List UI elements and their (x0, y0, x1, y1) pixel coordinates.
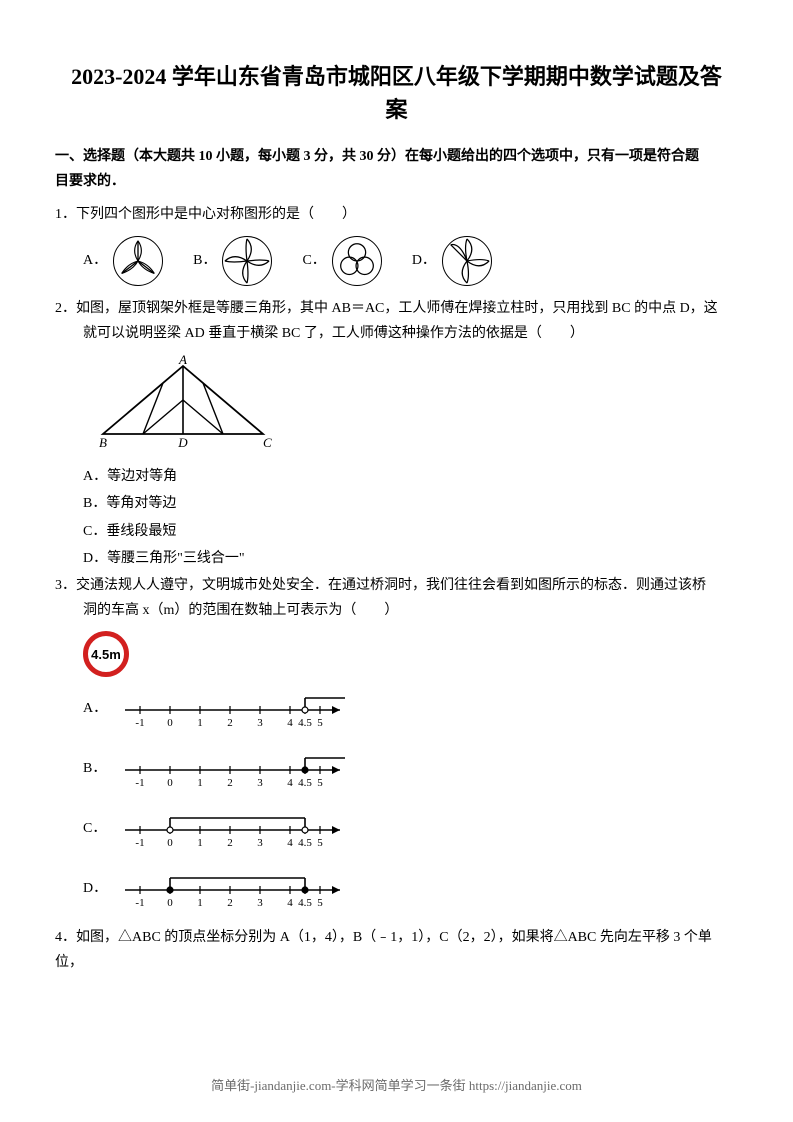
q2-label-B: B (99, 435, 107, 449)
svg-text:4.5: 4.5 (298, 717, 312, 729)
q3-option-c: C． -1 0 1 2 3 4 4.5 5 (83, 805, 738, 851)
q4-text: 4．如图，△ABC 的顶点坐标分别为 A（1，4），B（﹣1，1），C（2，2）… (55, 930, 712, 970)
q1-figure-a-icon (113, 236, 163, 286)
q3-opt-a-label: A． (83, 696, 105, 721)
q2-triangle-diagram: A B D C (83, 354, 738, 458)
numberline-b-icon: -1 0 1 2 3 4 4.5 5 (115, 745, 355, 791)
q3-numberlines: A．-1012344.55B．-1012344.55C．-1012344.55D… (55, 685, 738, 911)
svg-text:4: 4 (287, 837, 293, 849)
svg-text:4.5: 4.5 (298, 897, 312, 909)
svg-text:0: 0 (167, 897, 173, 909)
numberline-c-icon: -1 0 1 2 3 4 4.5 5 (115, 805, 355, 851)
q2-label-C: C (263, 435, 272, 449)
svg-text:4.5: 4.5 (298, 837, 312, 849)
page-footer: 简单街-jiandanjie.com-学科网简单学习一条街 https://ji… (0, 1074, 793, 1097)
svg-text:2: 2 (227, 837, 233, 849)
svg-text:1: 1 (197, 837, 203, 849)
q3-line2: 洞的车高 x（m）的范围在数轴上可表示为（ ） (83, 603, 398, 618)
svg-text:0: 0 (167, 717, 173, 729)
q1-option-d: D． (412, 236, 492, 286)
svg-text:3: 3 (257, 717, 263, 729)
q3-sign-text: 4.5m (91, 643, 121, 666)
numberline-a-icon: -1 0 1 2 3 4 4.5 5 (115, 685, 355, 731)
svg-text:4: 4 (287, 717, 293, 729)
q1-text: 1．下列四个图形中是中心对称图形的是（ ） (55, 207, 356, 222)
q2-opt-d: D．等腰三角形"三线合一" (83, 546, 738, 571)
q3-option-a: A． -1 0 1 2 3 4 4.5 5 (83, 685, 738, 731)
svg-text:2: 2 (227, 717, 233, 729)
q2-opt-c: C．垂线段最短 (83, 519, 738, 544)
q1-options-row: A． B． (83, 236, 738, 286)
section-heading-line2: 目要求的． (55, 174, 125, 189)
q2-options: A．等边对等角 B．等角对等边 C．垂线段最短 D．等腰三角形"三线合一" (83, 464, 738, 571)
svg-text:-1: -1 (135, 897, 144, 909)
q1-option-a: A． (83, 236, 163, 286)
q2-line2: 就可以说明竖梁 AD 垂直于横梁 BC 了，工人师傅这种操作方法的依据是（ ） (83, 326, 584, 341)
svg-text:4: 4 (287, 897, 293, 909)
title-line-2: 案 (55, 93, 738, 126)
question-4: 4．如图，△ABC 的顶点坐标分别为 A（1，4），B（﹣1，1），C（2，2）… (55, 925, 738, 975)
q3-line1: 3．交通法规人人遵守，文明城市处处安全．在通过桥洞时，我们往往会看到如图所示的标… (55, 578, 706, 593)
q2-opt-b: B．等角对等边 (83, 491, 738, 516)
q1-opt-b-label: B． (193, 248, 216, 273)
q3-option-b: B． -1 0 1 2 3 4 4.5 5 (83, 745, 738, 791)
section-heading: 一、选择题（本大题共 10 小题，每小题 3 分，共 30 分）在每小题给出的四… (55, 144, 738, 194)
question-3: 3．交通法规人人遵守，文明城市处处安全．在通过桥洞时，我们往往会看到如图所示的标… (55, 573, 738, 623)
svg-text:2: 2 (227, 897, 233, 909)
svg-text:3: 3 (257, 897, 263, 909)
svg-text:2: 2 (227, 777, 233, 789)
svg-text:1: 1 (197, 777, 203, 789)
svg-text:5: 5 (317, 777, 323, 789)
svg-text:0: 0 (167, 837, 173, 849)
q3-sign-icon: 4.5m (83, 631, 738, 677)
q1-figure-d-icon (442, 236, 492, 286)
svg-text:4.5: 4.5 (298, 777, 312, 789)
question-2: 2．如图，屋顶钢架外框是等腰三角形，其中 AB＝AC，工人师傅在焊接立柱时，只用… (55, 296, 738, 346)
q1-figure-b-icon (222, 236, 272, 286)
q1-opt-c-label: C． (302, 248, 325, 273)
q1-opt-a-label: A． (83, 248, 107, 273)
q1-opt-d-label: D． (412, 248, 436, 273)
numberline-d-icon: -1 0 1 2 3 4 4.5 5 (115, 865, 355, 911)
svg-text:3: 3 (257, 837, 263, 849)
question-1: 1．下列四个图形中是中心对称图形的是（ ） (55, 202, 738, 227)
q1-figure-c-icon (332, 236, 382, 286)
q2-opt-a: A．等边对等角 (83, 464, 738, 489)
svg-text:-1: -1 (135, 717, 144, 729)
svg-text:3: 3 (257, 777, 263, 789)
q1-option-b: B． (193, 236, 272, 286)
svg-text:5: 5 (317, 837, 323, 849)
q3-opt-b-label: B． (83, 756, 105, 781)
q2-label-D: D (177, 435, 188, 449)
title-line-1: 2023-2024 学年山东省青岛市城阳区八年级下学期期中数学试题及答 (55, 60, 738, 93)
q1-option-c: C． (302, 236, 381, 286)
svg-text:5: 5 (317, 717, 323, 729)
section-heading-line1: 一、选择题（本大题共 10 小题，每小题 3 分，共 30 分）在每小题给出的四… (55, 149, 699, 164)
svg-text:1: 1 (197, 717, 203, 729)
svg-text:5: 5 (317, 897, 323, 909)
q3-opt-c-label: C． (83, 816, 105, 841)
page-title: 2023-2024 学年山东省青岛市城阳区八年级下学期期中数学试题及答 案 (55, 60, 738, 126)
q2-label-A: A (178, 354, 187, 367)
svg-text:-1: -1 (135, 777, 144, 789)
svg-text:1: 1 (197, 897, 203, 909)
svg-text:-1: -1 (135, 837, 144, 849)
svg-text:4: 4 (287, 777, 293, 789)
q3-opt-d-label: D． (83, 876, 105, 901)
footer-text: 简单街-jiandanjie.com-学科网简单学习一条街 https://ji… (211, 1078, 582, 1093)
q3-option-d: D． -1 0 1 2 3 4 4.5 5 (83, 865, 738, 911)
q2-line1: 2．如图，屋顶钢架外框是等腰三角形，其中 AB＝AC，工人师傅在焊接立柱时，只用… (55, 301, 718, 316)
svg-text:0: 0 (167, 777, 173, 789)
